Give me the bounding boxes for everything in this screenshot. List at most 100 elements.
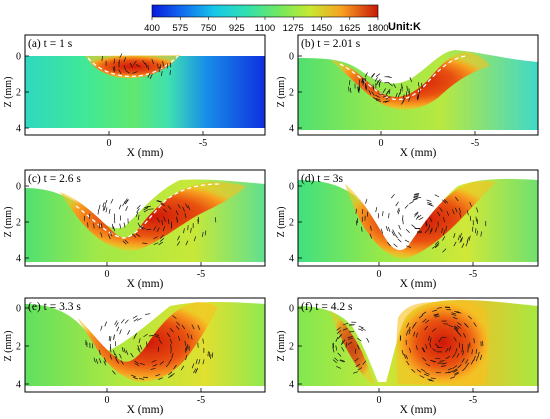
velocity-arrow [416, 369, 422, 373]
velocity-arrow [406, 360, 410, 366]
velocity-arrow [425, 220, 428, 226]
velocity-arrow [422, 357, 427, 362]
colorbar-tick-label: 925 [229, 23, 245, 34]
velocity-arrow [424, 319, 430, 324]
velocity-arrow [435, 357, 441, 360]
velocity-arrow [430, 377, 436, 380]
velocity-arrow [454, 326, 459, 331]
velocity-arrow [368, 89, 372, 95]
velocity-arrow [451, 312, 457, 315]
velocity-arrow [158, 377, 163, 380]
velocity-arrow [375, 73, 381, 77]
velocity-arrow [93, 357, 96, 363]
velocity-arrow [418, 314, 424, 319]
velocity-arrow [175, 210, 179, 216]
panel-f: (f) t = 4.2 s [297, 297, 539, 393]
velocity-arrow [421, 347, 425, 353]
velocity-arrow [406, 330, 408, 336]
velocity-arrow [159, 238, 165, 242]
velocity-arrow [177, 235, 180, 241]
velocity-arrow [197, 216, 200, 222]
panel-b-fusion-line [339, 55, 467, 101]
velocity-arrow [110, 198, 114, 204]
colorbar-tick-label: 575 [172, 23, 188, 34]
z-tick-label: 2 [289, 88, 294, 99]
velocity-arrow [354, 357, 359, 362]
velocity-arrow [113, 334, 115, 340]
velocity-arrow [457, 322, 462, 326]
velocity-arrow [469, 201, 472, 207]
velocity-arrow [428, 203, 434, 207]
velocity-arrow [109, 347, 112, 353]
panel-f-frame [297, 297, 539, 393]
velocity-arrow [111, 223, 114, 229]
velocity-arrow [477, 351, 480, 357]
velocity-arrow [372, 85, 375, 91]
velocity-arrow [415, 332, 418, 338]
velocity-arrow [157, 346, 159, 352]
velocity-arrow [454, 371, 459, 375]
velocity-arrow [452, 209, 455, 215]
velocity-arrow [375, 207, 378, 213]
velocity-arrow [153, 226, 157, 231]
panel-e-label: (e) t = 3.3 s [28, 301, 81, 313]
velocity-arrow [208, 351, 211, 357]
velocity-arrow [115, 322, 119, 327]
velocity-arrow [462, 367, 467, 372]
z-axis-label: Z (mm) [276, 207, 287, 238]
velocity-arrow [445, 225, 447, 231]
velocity-arrow [142, 60, 146, 65]
velocity-arrow [143, 205, 149, 209]
velocity-arrow [356, 344, 360, 350]
z-tick-label: 0 [16, 52, 21, 63]
velocity-arrow [475, 356, 479, 362]
velocity-arrow [468, 235, 471, 241]
x-tick-label: 0 [107, 138, 112, 149]
velocity-arrow [413, 197, 419, 200]
colorbar-tick-label: 1450 [311, 23, 332, 34]
panel-b-molten-pool [330, 52, 490, 110]
velocity-arrow [207, 351, 209, 357]
velocity-arrow [371, 72, 375, 78]
velocity-arrow [420, 368, 426, 372]
velocity-arrow [457, 364, 462, 369]
velocity-arrow [152, 364, 158, 367]
velocity-arrow [451, 313, 457, 316]
velocity-arrow [169, 62, 172, 68]
velocity-arrow [101, 223, 103, 229]
velocity-arrow [110, 231, 113, 237]
velocity-arrow [170, 223, 172, 230]
velocity-arrow [161, 220, 163, 226]
velocity-arrow [434, 240, 439, 245]
velocity-arrow [180, 365, 185, 371]
velocity-arrow [387, 241, 391, 247]
z-tick-label: 4 [289, 254, 294, 265]
velocity-arrow [437, 211, 441, 217]
velocity-arrow [409, 77, 413, 83]
velocity-arrow [335, 337, 339, 342]
velocity-arrow [448, 370, 454, 374]
velocity-arrow [369, 233, 372, 239]
velocity-arrow [361, 208, 364, 214]
velocity-arrow [421, 82, 423, 88]
velocity-arrow [191, 324, 195, 330]
x-tick-label: -5 [199, 138, 207, 149]
velocity-arrow [362, 360, 367, 365]
velocity-arrow [349, 87, 352, 93]
velocity-arrow [413, 195, 419, 198]
x-tick-label: -5 [197, 395, 205, 406]
velocity-arrow [361, 226, 363, 232]
velocity-arrow [418, 217, 424, 221]
velocity-arrow [138, 338, 141, 344]
velocity-arrow [445, 347, 449, 353]
velocity-arrow [137, 348, 141, 353]
velocity-arrow [453, 241, 457, 247]
z-tick-label: 0 [289, 52, 294, 63]
x-tick-label: 0 [379, 138, 384, 149]
z-tick-label: 4 [16, 380, 21, 391]
panel-b-label: (b) t = 2.01 s [301, 38, 361, 50]
velocity-arrow [210, 354, 212, 360]
velocity-arrow [421, 311, 427, 315]
colorbar-tick-label: 1100 [255, 23, 275, 34]
velocity-arrow [450, 376, 456, 379]
